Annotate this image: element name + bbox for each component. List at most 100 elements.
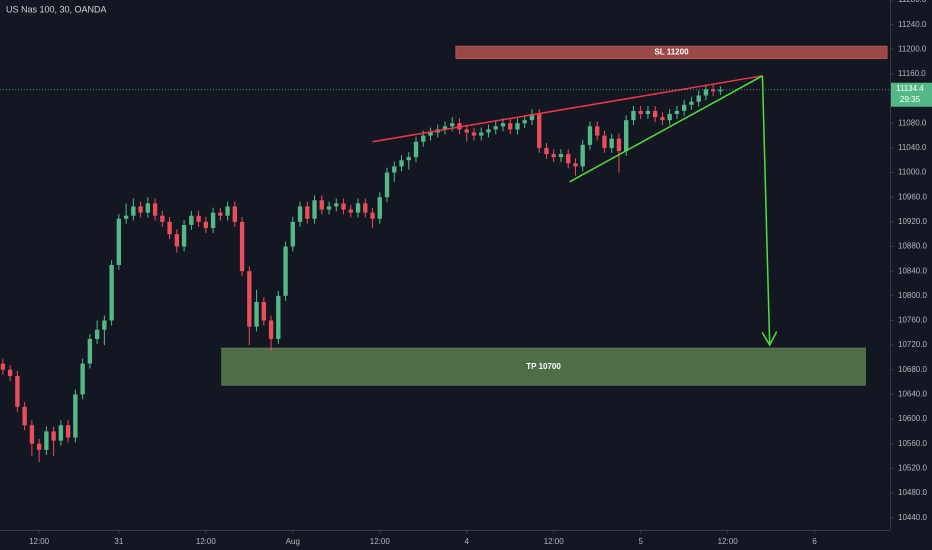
candle-body xyxy=(167,221,172,235)
y-tick-label: 10520.0 xyxy=(898,463,927,472)
y-tick-label: 10640.0 xyxy=(898,390,927,399)
y-tick-label: 11280.0 xyxy=(898,0,927,4)
x-tick-label: 31 xyxy=(114,537,123,546)
x-tick-label: 4 xyxy=(465,537,470,546)
y-tick-label: 10760.0 xyxy=(898,316,927,325)
candle-body xyxy=(0,363,6,370)
y-tick-label: 11200.0 xyxy=(898,44,927,53)
candle-body xyxy=(7,369,13,376)
candle-body xyxy=(203,221,209,229)
last-price-label: 11134.4 xyxy=(896,84,924,93)
candle-body xyxy=(537,114,542,148)
candle-body xyxy=(73,394,78,438)
candle-body xyxy=(631,110,636,121)
candle-body xyxy=(268,320,274,339)
y-tick-label: 11080.0 xyxy=(898,118,927,127)
candle-body xyxy=(276,295,281,339)
y-tick-label: 11160.0 xyxy=(898,69,926,78)
candle-body xyxy=(290,221,295,247)
candle-body xyxy=(500,123,506,127)
candle-body xyxy=(515,123,520,130)
candle-body xyxy=(218,212,223,216)
candle-body xyxy=(428,132,433,136)
candle-body xyxy=(566,154,571,164)
candle-body xyxy=(181,224,187,247)
candle-body xyxy=(152,203,158,216)
candle-body xyxy=(689,101,694,105)
candle-body xyxy=(544,147,549,155)
candle-body xyxy=(312,200,317,219)
x-tick-label: 5 xyxy=(638,537,643,546)
candle-body xyxy=(399,160,404,167)
candle-body xyxy=(247,271,252,327)
candle-body xyxy=(160,215,165,222)
candle-body xyxy=(587,126,593,145)
y-tick-label: 10840.0 xyxy=(898,266,927,275)
candle-body xyxy=(29,425,35,444)
candle-body xyxy=(196,215,201,222)
y-tick-label: 10560.0 xyxy=(898,439,927,448)
candle-body xyxy=(261,301,266,321)
trend-line xyxy=(569,75,763,183)
candle-body xyxy=(116,218,122,265)
candle-body xyxy=(653,110,658,118)
candle-body xyxy=(225,206,230,216)
candle-body xyxy=(123,215,129,219)
candle-body xyxy=(341,203,346,210)
candle-body xyxy=(450,123,455,127)
candle-body xyxy=(254,301,259,327)
y-tick-label: 11240.0 xyxy=(898,20,927,29)
candle-body xyxy=(145,203,151,213)
stop-loss-zone xyxy=(455,45,888,60)
candle-body xyxy=(609,138,614,148)
countdown-label: 29:35 xyxy=(900,95,921,104)
candle-body xyxy=(696,95,701,102)
candle-body xyxy=(51,431,56,441)
take-profit-zone xyxy=(221,347,866,386)
x-tick-label: 12:00 xyxy=(29,537,50,546)
candle-body xyxy=(421,135,426,142)
candle-body xyxy=(65,425,71,438)
candle-body xyxy=(36,443,42,450)
candle-body xyxy=(355,203,361,213)
y-tick-label: 10960.0 xyxy=(898,192,927,201)
candle-body xyxy=(239,221,245,272)
y-tick-label: 10480.0 xyxy=(898,488,927,497)
candle-body xyxy=(442,126,448,130)
candle-body xyxy=(102,320,107,330)
candle-body xyxy=(44,431,49,450)
stop-loss-label: SL 11200 xyxy=(654,47,689,56)
candle-body xyxy=(319,200,324,210)
x-tick-label: 6 xyxy=(812,537,817,546)
candle-body xyxy=(493,126,498,130)
candle-body xyxy=(305,206,310,219)
x-tick-label: 12:00 xyxy=(718,537,739,546)
candle-body xyxy=(363,203,368,213)
candle-body xyxy=(573,163,578,167)
candle-body xyxy=(710,89,716,92)
trend-line xyxy=(372,75,763,143)
candle-body xyxy=(384,172,390,198)
candle-body xyxy=(334,203,339,207)
y-tick-label: 10920.0 xyxy=(898,217,927,226)
candle-body xyxy=(703,89,709,96)
candle-body xyxy=(392,166,397,173)
candle-body xyxy=(87,338,93,364)
candle-body xyxy=(297,206,303,222)
candle-body xyxy=(595,126,600,136)
candle-body xyxy=(580,144,585,167)
candle-body xyxy=(660,117,665,121)
candle-body xyxy=(326,206,332,210)
candle-body xyxy=(522,120,527,124)
candle-body xyxy=(138,206,143,213)
y-tick-label: 10880.0 xyxy=(898,242,927,251)
x-tick-label: 12:00 xyxy=(196,537,217,546)
candle-body xyxy=(94,329,100,339)
candle-body xyxy=(681,104,687,111)
candle-body xyxy=(189,215,194,225)
candle-body xyxy=(529,114,535,121)
candle-body xyxy=(645,110,651,115)
candle-body xyxy=(479,132,484,136)
